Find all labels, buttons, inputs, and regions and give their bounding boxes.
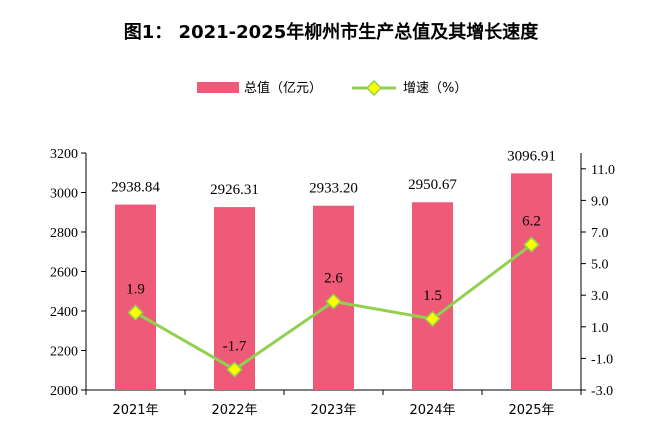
bar-value-label: 2926.31: [210, 182, 259, 198]
bar-value-label: 2938.84: [111, 180, 160, 196]
growth-value-label: 1.5: [423, 288, 442, 304]
bar-value-label: 2950.67: [408, 177, 457, 193]
axes: 2000 2200 2400 2600 2800 3000 3200 -3.0 -1.0 1.0 3…: [50, 147, 615, 418]
y-right-tick-label: 1.0: [591, 321, 609, 336]
growth-value-label: 1.9: [126, 282, 145, 298]
y-left-tick-label: 3200: [50, 147, 78, 162]
chart-title: 图1： 2021-2025年柳州市生产总值及其增长速度: [124, 21, 539, 43]
y-right-tick-label: 3.0: [591, 289, 609, 304]
x-tick-label: 2025年: [508, 403, 554, 418]
y-right-tick-label: 7.0: [591, 226, 609, 241]
growth-value-label: 6.2: [522, 214, 541, 230]
growth-value-label: -1.7: [223, 338, 247, 354]
y-right-tick-label: -1.0: [591, 352, 613, 367]
bar: [511, 173, 552, 390]
growth-point: [325, 293, 342, 310]
legend-label-total: 总值（亿元）: [244, 80, 322, 96]
bar: [115, 204, 156, 390]
line-series: [127, 236, 540, 378]
legend-swatch-marker: [365, 79, 383, 97]
y-left-tick-label: 2000: [50, 384, 78, 399]
growth-point: [424, 310, 441, 328]
bar-value-label: 3096.91: [507, 148, 556, 164]
x-tick-label: 2022年: [211, 403, 257, 418]
y-left-tick-label: 3000: [50, 187, 78, 202]
y-left-tick-label: 2600: [50, 266, 78, 281]
y-left-tick-label: 2800: [50, 226, 78, 241]
data-labels: 2938.84 2926.31 2933.20 2950.67 3096.91 1.9 -1…: [111, 148, 556, 354]
y-right-tick-label: -3.0: [591, 384, 613, 399]
growth-point: [127, 304, 144, 321]
y-right-tick-label: 9.0: [591, 194, 609, 209]
growth-point: [523, 236, 540, 253]
x-tick-label: 2023年: [310, 403, 356, 418]
legend-label-growth: 增速（%）: [403, 81, 467, 96]
legend-swatch-bar: [197, 82, 239, 93]
y-right-tick-label: 11.0: [591, 163, 615, 178]
growth-value-label: 2.6: [324, 271, 343, 287]
bar-value-label: 2933.20: [309, 181, 358, 197]
x-tick-label: 2024年: [409, 403, 455, 418]
y-left-tick-label: 2400: [50, 305, 78, 320]
growth-point: [226, 361, 243, 378]
bar: [412, 202, 453, 390]
legend: 总值（亿元） 增速（%）: [197, 79, 467, 97]
y-right-tick-label: 5.0: [591, 258, 609, 273]
y-left-tick-label: 2200: [50, 345, 78, 360]
x-tick-label: 2021年: [112, 403, 158, 418]
